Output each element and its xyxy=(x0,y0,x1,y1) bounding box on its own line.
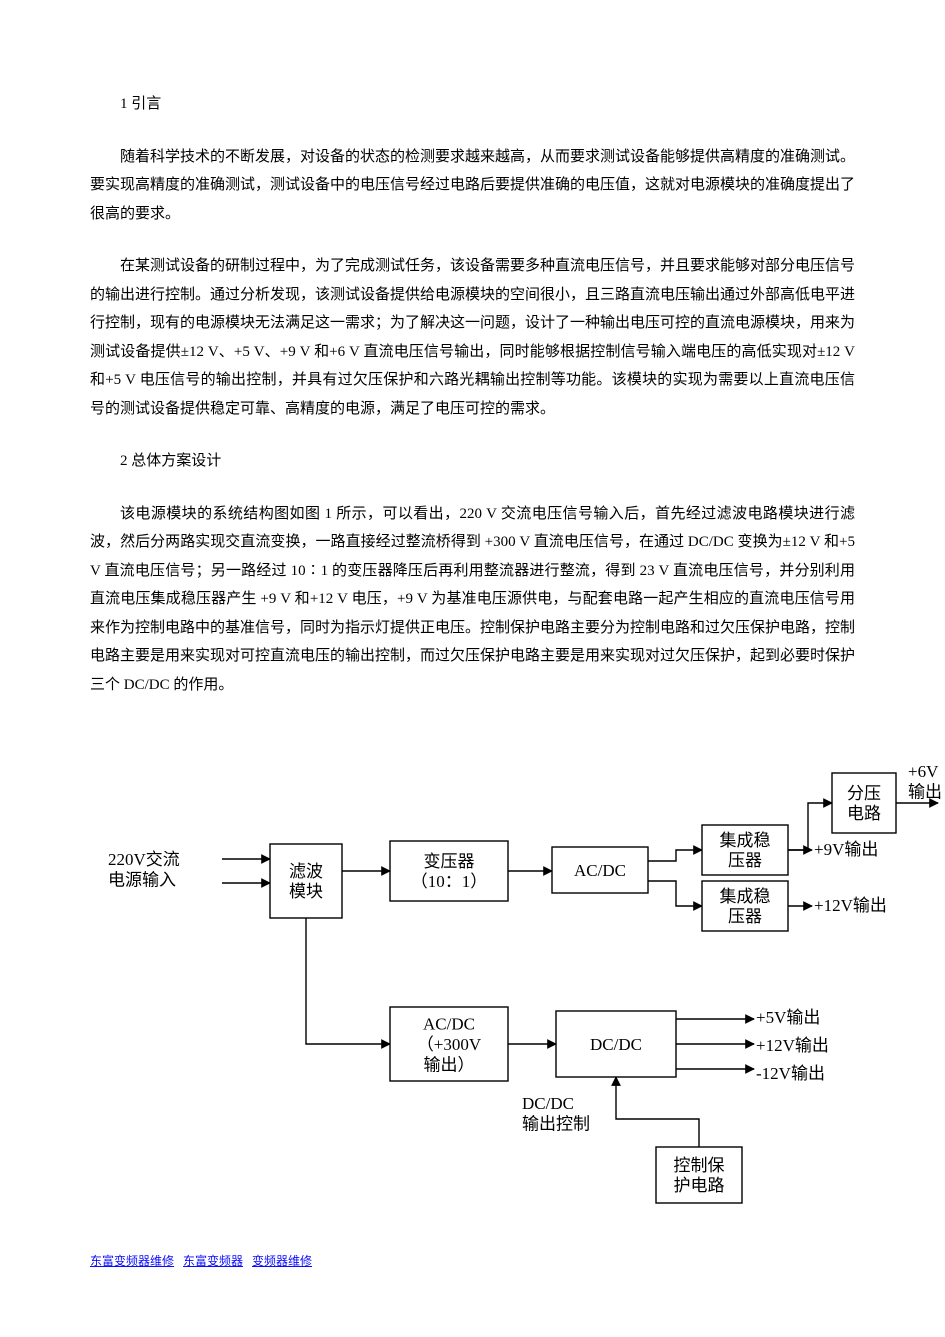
system-diagram: 220V交流电源输入滤波模块变压器（10：1）AC/DC集成稳压器集成稳压器分压… xyxy=(90,749,855,1230)
section-heading: 1 引言 xyxy=(90,90,855,119)
svg-text:（+300V: （+300V xyxy=(417,1035,482,1054)
svg-text:压器: 压器 xyxy=(728,851,762,870)
svg-text:+6V: +6V xyxy=(908,762,939,781)
section-heading: 2 总体方案设计 xyxy=(90,447,855,476)
footer-link[interactable]: 东富变频器 xyxy=(183,1254,243,1268)
paragraph: 随着科学技术的不断发展，对设备的状态的检测要求越来越高，从而要求测试设备能够提供… xyxy=(90,143,855,229)
svg-text:控制保: 控制保 xyxy=(674,1156,725,1175)
svg-text:集成稳: 集成稳 xyxy=(720,831,771,850)
svg-text:输出控制: 输出控制 xyxy=(522,1115,590,1134)
svg-text:集成稳: 集成稳 xyxy=(720,887,771,906)
svg-text:变压器: 变压器 xyxy=(424,852,475,871)
footer-links: 东富变频器维修 东富变频器 变频器维修 xyxy=(90,1250,855,1273)
svg-text:DC/DC: DC/DC xyxy=(590,1035,642,1054)
footer-link[interactable]: 变频器维修 xyxy=(252,1254,312,1268)
paragraph: 该电源模块的系统结构图如图 1 所示，可以看出，220 V 交流电压信号输入后，… xyxy=(90,500,855,700)
svg-text:输出）: 输出） xyxy=(424,1055,475,1074)
svg-text:-12V输出: -12V输出 xyxy=(756,1064,825,1083)
svg-text:220V交流: 220V交流 xyxy=(108,850,180,869)
svg-text:（10：1）: （10：1） xyxy=(411,872,488,891)
svg-text:压器: 压器 xyxy=(728,907,762,926)
svg-text:AC/DC: AC/DC xyxy=(423,1015,475,1034)
svg-text:输出: 输出 xyxy=(908,783,942,802)
svg-text:护电路: 护电路 xyxy=(674,1176,725,1195)
svg-text:+12V输出: +12V输出 xyxy=(756,1036,829,1055)
svg-text:滤波: 滤波 xyxy=(289,862,323,881)
svg-text:DC/DC: DC/DC xyxy=(522,1094,574,1113)
svg-text:+12V输出: +12V输出 xyxy=(814,896,887,915)
svg-text:电路: 电路 xyxy=(847,804,881,823)
svg-text:AC/DC: AC/DC xyxy=(574,861,626,880)
paragraph: 在某测试设备的研制过程中，为了完成测试任务，该设备需要多种直流电压信号，并且要求… xyxy=(90,252,855,423)
svg-text:+5V输出: +5V输出 xyxy=(756,1008,820,1027)
svg-text:分压: 分压 xyxy=(847,784,881,803)
svg-text:电源输入: 电源输入 xyxy=(108,871,176,890)
svg-text:+9V输出: +9V输出 xyxy=(814,840,878,859)
footer-link[interactable]: 东富变频器维修 xyxy=(90,1254,174,1268)
svg-text:模块: 模块 xyxy=(289,882,323,901)
